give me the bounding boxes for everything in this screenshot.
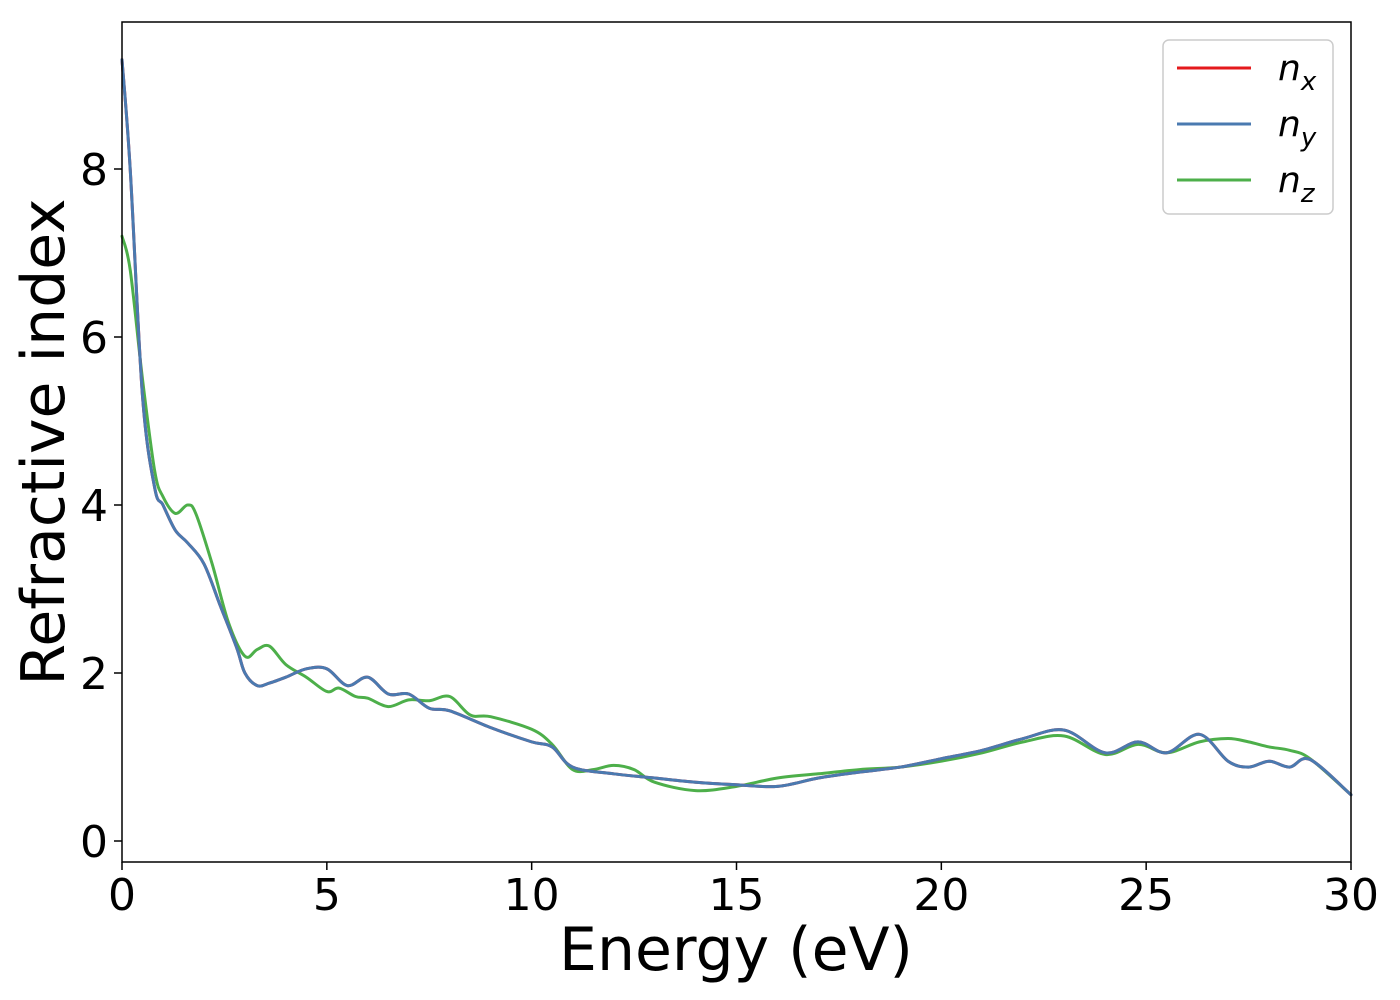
legend-label-ny: ny (1278, 104, 1317, 153)
y-axis-label: Refractive index (9, 198, 79, 685)
y-tick-label: 6 (80, 313, 108, 364)
x-tick-label: 5 (313, 870, 341, 921)
series-line-nz (120, 234, 1353, 797)
y-tick-label: 0 (80, 817, 108, 868)
y-tick-label: 4 (80, 481, 108, 532)
x-tick-label: 30 (1323, 870, 1379, 921)
series-layer (120, 58, 1353, 797)
x-tick-label: 15 (709, 870, 765, 921)
y-tick-label: 8 (80, 145, 108, 196)
series-line-ny (120, 58, 1353, 797)
legend-box (1162, 39, 1334, 215)
x-tick-label: 0 (108, 870, 136, 921)
x-tick-label: 10 (504, 870, 560, 921)
x-axis-label: Energy (eV) (559, 915, 913, 985)
y-tick-label: 2 (80, 649, 108, 700)
x-tick-label: 20 (913, 870, 969, 921)
x-axis-ticks: 0 5 10 15 20 25 30 (108, 862, 1379, 921)
y-axis-ticks: 0 2 4 6 8 (80, 145, 122, 868)
x-tick-label: 25 (1118, 870, 1174, 921)
legend-label-nx: nx (1278, 48, 1317, 97)
